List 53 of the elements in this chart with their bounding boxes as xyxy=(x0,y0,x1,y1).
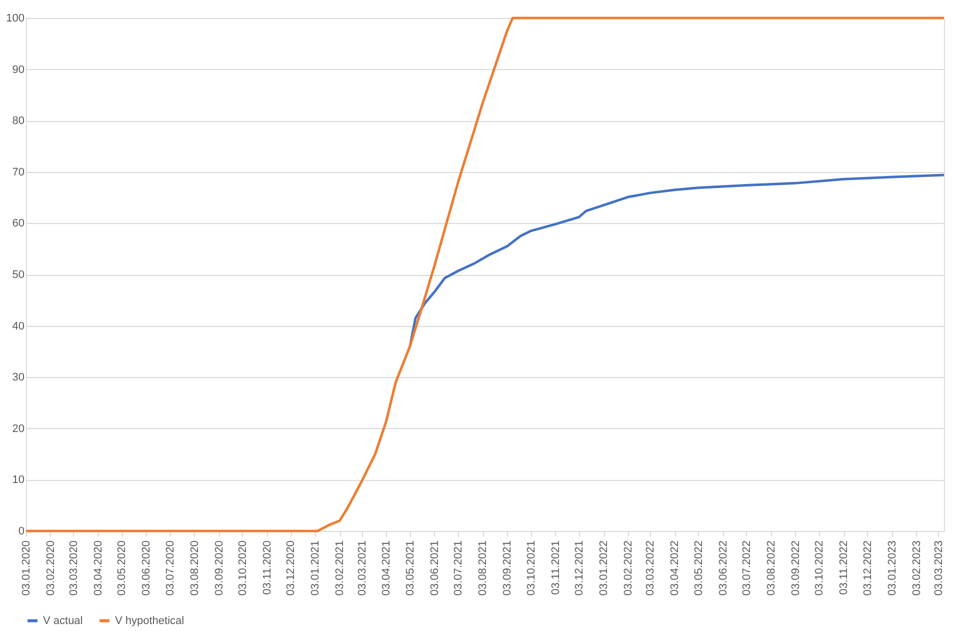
y-tick-label: 40 xyxy=(12,320,24,332)
x-tick-label: 03.10.2022 xyxy=(814,540,826,596)
y-tick-label: 10 xyxy=(12,474,24,486)
x-tick-label: 03.05.2021 xyxy=(404,540,416,596)
x-tick-label: 03.02.2023 xyxy=(910,540,923,596)
x-tick-label: 03.08.2021 xyxy=(477,540,490,596)
x-tick-label: 03.02.2021 xyxy=(334,540,346,596)
x-tick-label: 03.01.2023 xyxy=(886,540,898,596)
x-tick-label: 03.03.2022 xyxy=(644,540,657,596)
y-tick-label: 30 xyxy=(12,372,24,384)
line-series xyxy=(24,16,946,532)
x-tick-label: 03.01.2021 xyxy=(310,540,322,596)
x-tick-label: 03.06.2022 xyxy=(717,540,730,596)
x-tick-label: 03.10.2020 xyxy=(236,540,249,596)
x-tick-label: 03.04.2020 xyxy=(92,540,104,596)
x-tick-label: 03.12.2022 xyxy=(862,540,874,596)
x-tick-label: 03.09.2021 xyxy=(502,540,514,596)
x-tick-label: 03.11.2022 xyxy=(838,540,850,595)
x-tick-label: 03.09.2020 xyxy=(213,540,226,596)
x-tick-label: 03.12.2021 xyxy=(574,540,586,596)
x-tick-label: 03.05.2022 xyxy=(692,540,705,596)
x-tick-label: 03.07.2020 xyxy=(164,540,176,596)
x-tick-label: 03.07.2021 xyxy=(452,540,465,596)
x-tick-label: 03.02.2022 xyxy=(622,540,634,596)
y-tick-label: 20 xyxy=(12,422,24,435)
x-tick-label: 03.04.2022 xyxy=(669,540,682,596)
x-tick-label: 03.04.2021 xyxy=(380,540,393,596)
y-tick-label: 60 xyxy=(12,218,24,230)
y-tick-label: 70 xyxy=(12,166,24,178)
x-tick-label: 03.06.2021 xyxy=(428,540,441,596)
y-tick-label: 100 xyxy=(6,12,24,24)
x-tick-label: 03.06.2020 xyxy=(140,540,153,596)
x-tick-label: 03.03.2021 xyxy=(356,540,368,596)
x-tick-label: 03.11.2020 xyxy=(261,540,274,595)
x-tick-label: 03.08.2020 xyxy=(188,540,201,596)
x-tick-label: 03.01.2020 xyxy=(20,540,32,596)
y-tick-label: 50 xyxy=(12,269,24,281)
x-tick-label: 03.03.2020 xyxy=(68,540,80,596)
x-tick-label: 03.07.2022 xyxy=(740,540,753,596)
x-tick-label: 03.05.2020 xyxy=(116,540,128,596)
x-tick-label: 03.03.2023 xyxy=(932,540,945,596)
x-tick-label: 03.01.2022 xyxy=(598,540,610,596)
x-tick-label: 03.09.2022 xyxy=(790,540,802,596)
x-tick-label: 03.10.2021 xyxy=(525,540,538,596)
legend-label: V actual xyxy=(43,614,83,627)
x-tick-label: 03.11.2021 xyxy=(550,540,562,595)
x-tick-label: 03.08.2022 xyxy=(765,540,778,596)
legend-label: V hypothetical xyxy=(115,614,184,627)
y-tick-label: 90 xyxy=(12,64,24,76)
x-tick-label: 03.02.2020 xyxy=(44,540,57,596)
y-tick-label: 0 xyxy=(18,526,24,538)
x-tick-label: 03.12.2020 xyxy=(285,540,298,596)
y-tick-label: 80 xyxy=(12,115,24,128)
